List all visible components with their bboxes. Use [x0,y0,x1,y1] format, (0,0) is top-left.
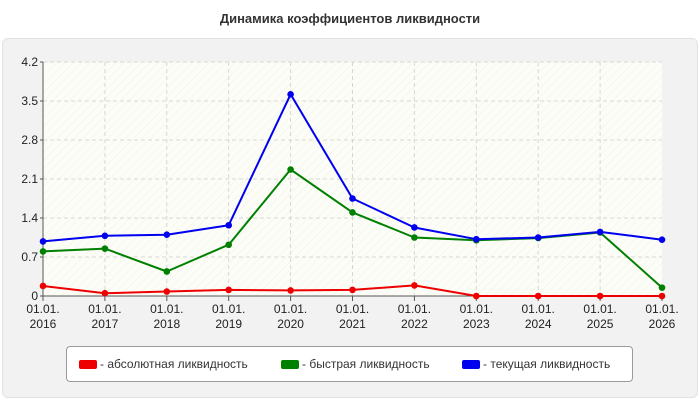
data-point-absolute [658,292,666,300]
data-point-current [349,195,356,202]
x-tick-label-year: 2020 [277,317,304,331]
data-point-current [101,232,109,240]
x-tick-label-year: 2017 [92,317,119,331]
x-tick-label-day: 01.01. [336,302,369,316]
data-point-absolute [225,286,232,294]
y-tick-label: 2.1 [21,172,38,186]
x-tick-label-day: 01.01. [150,302,183,316]
x-tick-label-year: 2023 [463,317,490,331]
data-point-quick [225,241,232,249]
data-point-current [163,231,171,239]
x-tick-label-day: 01.01. [522,302,555,316]
y-tick-label: 2.8 [21,133,38,147]
x-tick-label-year: 2016 [30,317,57,331]
data-point-quick [658,284,666,291]
data-point-quick [163,268,171,275]
legend-label-absolute: - абсолютная ликвидность [100,357,248,371]
legend-item-current[interactable]: - текущая ликвидность [462,356,610,372]
x-tick-label-day: 01.01. [398,302,431,316]
chart-title: Динамика коэффициентов ликвидности [219,11,481,26]
x-tick-label-day: 01.01. [212,302,245,316]
x-tick-label-day: 01.01. [88,302,121,316]
legend-swatch-quick [281,359,299,369]
x-tick-label-day: 01.01. [645,302,678,316]
x-tick-label-day: 01.01. [460,302,493,316]
data-point-absolute [349,286,356,294]
legend-item-quick[interactable]: - быстрая ликвидность [281,356,430,372]
data-point-absolute [163,288,171,295]
y-tick-label: 0 [31,289,38,303]
x-tick-label-year: 2026 [649,317,676,331]
data-point-absolute [473,292,480,300]
legend-label-current: - текущая ликвидность [483,357,611,371]
legend-swatch-current [462,359,480,369]
legend-item-absolute[interactable]: - абсолютная ликвидность [79,356,248,372]
y-tick-label: 1.4 [21,211,38,225]
data-point-current [596,228,604,236]
data-point-quick [287,166,294,173]
data-point-absolute [101,289,109,297]
x-tick-label-year: 2019 [215,317,242,331]
y-tick-label: 0.7 [21,250,38,264]
x-tick-label-year: 2022 [401,317,428,331]
data-point-absolute [39,282,47,290]
legend-swatch-absolute [79,359,97,369]
data-point-absolute [534,292,542,300]
x-tick-label-day: 01.01. [583,302,616,316]
legend: - абсолютная ликвидность - быстрая ликви… [66,346,633,382]
x-tick-label-year: 2024 [525,317,552,331]
data-point-current [39,238,47,245]
legend-label-quick: - быстрая ликвидность [302,357,430,371]
data-point-current [225,221,232,229]
data-point-absolute [411,282,418,289]
x-tick-label-year: 2025 [587,317,614,331]
data-point-absolute [287,287,294,294]
data-point-quick [101,245,109,252]
data-point-current [658,236,666,244]
data-point-quick [411,234,418,241]
x-tick-label-year: 2021 [339,317,366,331]
data-point-current [411,224,418,231]
x-tick-label-year: 2018 [153,317,180,331]
data-point-quick [39,248,47,255]
y-tick-label: 3.5 [21,94,38,108]
x-tick-label-day: 01.01. [26,302,59,316]
data-point-current [473,235,480,243]
data-point-current [534,234,542,241]
data-point-absolute [596,292,604,300]
y-tick-label: 4.2 [21,55,38,69]
x-tick-label-day: 01.01. [274,302,307,316]
data-point-current [287,91,294,98]
data-point-quick [349,209,356,216]
